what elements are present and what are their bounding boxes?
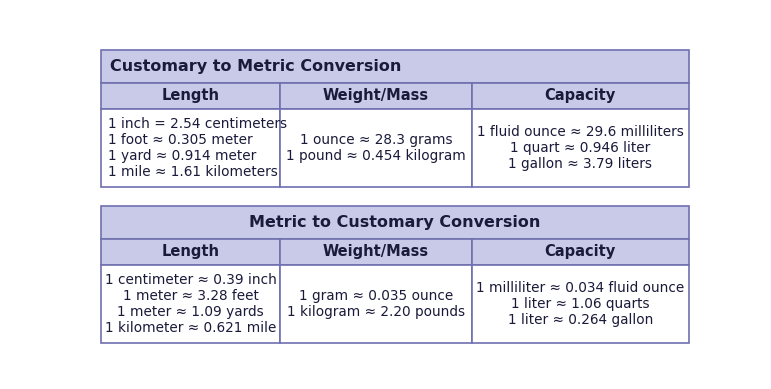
Bar	[472, 83, 689, 109]
Text: Length: Length	[162, 88, 220, 103]
Bar	[101, 206, 689, 238]
Bar	[101, 238, 281, 265]
Bar	[281, 83, 472, 109]
Bar	[101, 265, 281, 343]
Bar	[281, 265, 472, 343]
Text: Length: Length	[162, 244, 220, 259]
Bar	[472, 109, 689, 187]
Bar	[281, 109, 472, 187]
Text: 1 inch = 2.54 centimeters
1 foot ≈ 0.305 meter
1 yard ≈ 0.914 meter
1 mile ≈ 1.6: 1 inch = 2.54 centimeters 1 foot ≈ 0.305…	[108, 117, 288, 179]
Text: Weight/Mass: Weight/Mass	[323, 88, 429, 103]
Text: Customary to Metric Conversion: Customary to Metric Conversion	[110, 59, 402, 74]
Text: 1 milliliter ≈ 0.034 fluid ounce
1 liter ≈ 1.06 quarts
1 liter ≈ 0.264 gallon: 1 milliliter ≈ 0.034 fluid ounce 1 liter…	[476, 280, 685, 327]
Text: Capacity: Capacity	[545, 88, 616, 103]
Bar	[472, 238, 689, 265]
Text: Capacity: Capacity	[545, 244, 616, 259]
Bar	[101, 109, 281, 187]
Text: Weight/Mass: Weight/Mass	[323, 244, 429, 259]
Text: Metric to Customary Conversion: Metric to Customary Conversion	[250, 215, 540, 230]
Text: 1 ounce ≈ 28.3 grams
1 pound ≈ 0.454 kilogram: 1 ounce ≈ 28.3 grams 1 pound ≈ 0.454 kil…	[286, 133, 466, 163]
Bar	[101, 50, 689, 83]
Bar	[472, 265, 689, 343]
Bar	[101, 83, 281, 109]
Text: 1 fluid ounce ≈ 29.6 milliliters
1 quart ≈ 0.946 liter
1 gallon ≈ 3.79 liters: 1 fluid ounce ≈ 29.6 milliliters 1 quart…	[477, 125, 684, 171]
Text: 1 gram ≈ 0.035 ounce
1 kilogram ≈ 2.20 pounds: 1 gram ≈ 0.035 ounce 1 kilogram ≈ 2.20 p…	[287, 289, 465, 319]
Text: 1 centimeter ≈ 0.39 inch
1 meter ≈ 3.28 feet
1 meter ≈ 1.09 yards
1 kilometer ≈ : 1 centimeter ≈ 0.39 inch 1 meter ≈ 3.28 …	[105, 273, 277, 335]
Bar	[281, 238, 472, 265]
